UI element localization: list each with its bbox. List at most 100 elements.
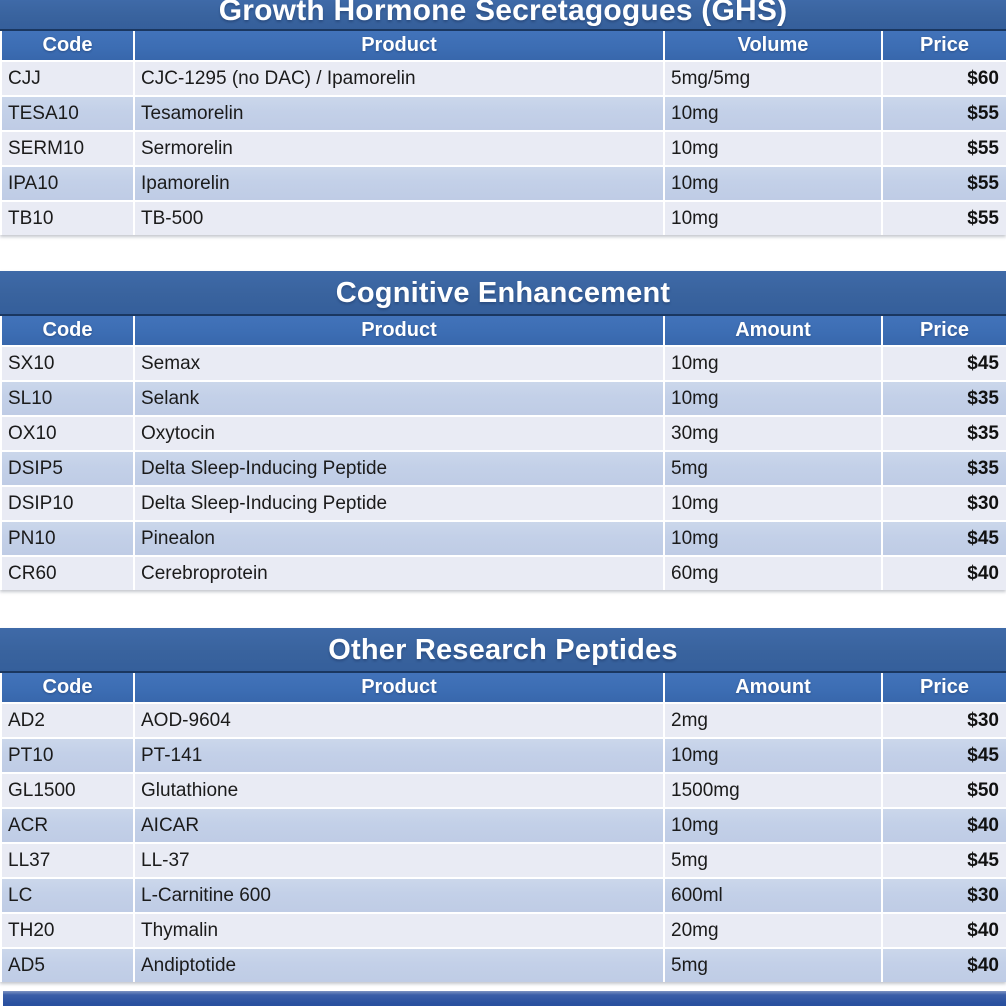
column-header-product: Product [135, 673, 663, 702]
column-header-amount: Amount [665, 673, 881, 702]
cell-code: DSIP10 [2, 487, 133, 520]
column-header-price: Price [883, 673, 1006, 702]
cell-product: LL-37 [135, 844, 663, 877]
table-row: LC L-Carnitine 600 600ml $30 [0, 879, 1006, 912]
cell-price: $35 [883, 452, 1006, 485]
title-divider [0, 314, 1006, 316]
cell-amount: 5mg [665, 452, 881, 485]
cell-amount: 10mg [665, 132, 881, 165]
table-other-research-peptides: Other Research Peptides Code Product Amo… [0, 628, 1006, 982]
table-cognitive-enhancement: Cognitive Enhancement Code Product Amoun… [0, 271, 1006, 590]
cell-amount: 10mg [665, 202, 881, 235]
cell-product: L-Carnitine 600 [135, 879, 663, 912]
table-header-row: Code Product Amount Price [0, 673, 1006, 702]
table-row: SX10 Semax 10mg $45 [0, 347, 1006, 380]
cell-price: $40 [883, 949, 1006, 982]
cell-amount: 600ml [665, 879, 881, 912]
table-title: Growth Hormone Secretagogues (GHS) [218, 0, 788, 27]
cell-price: $40 [883, 809, 1006, 842]
cell-price: $30 [883, 879, 1006, 912]
cell-price: $55 [883, 167, 1006, 200]
table-body: CJJ CJC-1295 (no DAC) / Ipamorelin 5mg/5… [0, 62, 1006, 235]
cell-product: Selank [135, 382, 663, 415]
table-row: GL1500 Glutathione 1500mg $50 [0, 774, 1006, 807]
table-title-bar: Other Research Peptides [0, 628, 1006, 671]
cell-product: CJC-1295 (no DAC) / Ipamorelin [135, 62, 663, 95]
table-row: DSIP10 Delta Sleep-Inducing Peptide 10mg… [0, 487, 1006, 520]
table-row: OX10 Oxytocin 30mg $35 [0, 417, 1006, 450]
table-title-bar: Cognitive Enhancement [0, 271, 1006, 314]
cell-price: $55 [883, 132, 1006, 165]
cell-amount: 20mg [665, 914, 881, 947]
table-row: TB10 TB-500 10mg $55 [0, 202, 1006, 235]
column-header-code: Code [2, 316, 133, 345]
table-title-bar: Growth Hormone Secretagogues (GHS) [0, 0, 1006, 29]
column-header-code: Code [2, 31, 133, 60]
cell-amount: 1500mg [665, 774, 881, 807]
table-row: SL10 Selank 10mg $35 [0, 382, 1006, 415]
cell-product: TB-500 [135, 202, 663, 235]
cell-product: Pinealon [135, 522, 663, 555]
cell-price: $45 [883, 844, 1006, 877]
cell-amount: 10mg [665, 347, 881, 380]
cell-price: $40 [883, 914, 1006, 947]
cell-product: Andiptotide [135, 949, 663, 982]
table-row: CJJ CJC-1295 (no DAC) / Ipamorelin 5mg/5… [0, 62, 1006, 95]
table-body: AD2 AOD-9604 2mg $30 PT10 PT-141 10mg $4… [0, 704, 1006, 982]
next-table-title-bar-partial [3, 991, 1006, 1006]
table-row: CR60 Cerebroprotein 60mg $40 [0, 557, 1006, 590]
cell-price: $35 [883, 382, 1006, 415]
cell-code: PN10 [2, 522, 133, 555]
cell-price: $55 [883, 202, 1006, 235]
table-row: ACR AICAR 10mg $40 [0, 809, 1006, 842]
cell-amount: 5mg/5mg [665, 62, 881, 95]
cell-code: CR60 [2, 557, 133, 590]
table-title: Cognitive Enhancement [335, 277, 671, 309]
cell-amount: 10mg [665, 97, 881, 130]
cell-product: AICAR [135, 809, 663, 842]
cell-amount: 10mg [665, 522, 881, 555]
column-header-price: Price [883, 31, 1006, 60]
cell-product: Tesamorelin [135, 97, 663, 130]
cell-product: PT-141 [135, 739, 663, 772]
cell-price: $55 [883, 97, 1006, 130]
cell-product: Sermorelin [135, 132, 663, 165]
column-header-amount: Amount [665, 316, 881, 345]
cell-price: $35 [883, 417, 1006, 450]
cell-code: AD5 [2, 949, 133, 982]
cell-amount: 5mg [665, 844, 881, 877]
table-header-row: Code Product Volume Price [0, 31, 1006, 60]
cell-product: AOD-9604 [135, 704, 663, 737]
table-header-row: Code Product Amount Price [0, 316, 1006, 345]
cell-price: $40 [883, 557, 1006, 590]
cell-code: TH20 [2, 914, 133, 947]
cell-product: Ipamorelin [135, 167, 663, 200]
cell-product: Oxytocin [135, 417, 663, 450]
table-row: LL37 LL-37 5mg $45 [0, 844, 1006, 877]
cell-amount: 10mg [665, 809, 881, 842]
column-header-volume: Volume [665, 31, 881, 60]
title-divider [0, 671, 1006, 673]
cell-product: Delta Sleep-Inducing Peptide [135, 487, 663, 520]
cell-code: SL10 [2, 382, 133, 415]
cell-product: Thymalin [135, 914, 663, 947]
cell-price: $45 [883, 347, 1006, 380]
cell-product: Delta Sleep-Inducing Peptide [135, 452, 663, 485]
cell-amount: 10mg [665, 382, 881, 415]
table-row: SERM10 Sermorelin 10mg $55 [0, 132, 1006, 165]
column-header-price: Price [883, 316, 1006, 345]
cell-price: $45 [883, 522, 1006, 555]
cell-code: DSIP5 [2, 452, 133, 485]
cell-code: TESA10 [2, 97, 133, 130]
cell-code: PT10 [2, 739, 133, 772]
column-header-product: Product [135, 31, 663, 60]
table-row: TESA10 Tesamorelin 10mg $55 [0, 97, 1006, 130]
table-row: IPA10 Ipamorelin 10mg $55 [0, 167, 1006, 200]
table-row: PN10 Pinealon 10mg $45 [0, 522, 1006, 555]
cell-code: CJJ [2, 62, 133, 95]
cell-code: OX10 [2, 417, 133, 450]
table-row: AD5 Andiptotide 5mg $40 [0, 949, 1006, 982]
table-row: PT10 PT-141 10mg $45 [0, 739, 1006, 772]
cell-price: $50 [883, 774, 1006, 807]
cell-price: $45 [883, 739, 1006, 772]
